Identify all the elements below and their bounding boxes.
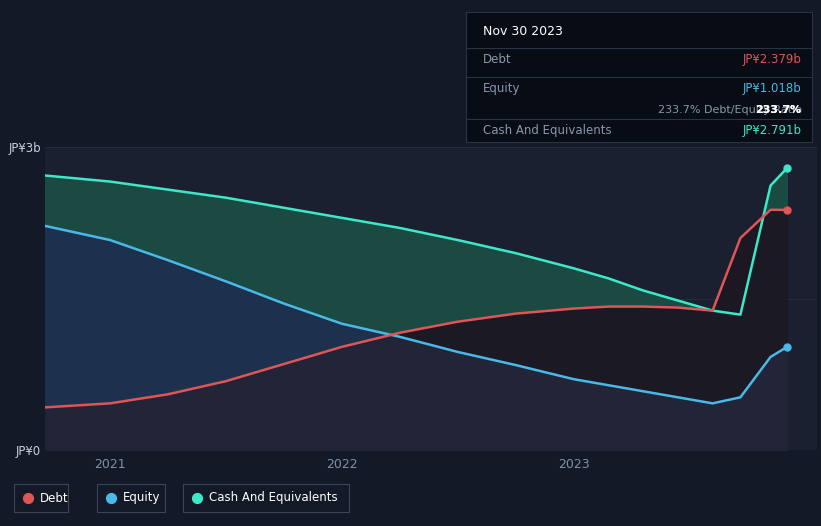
- Text: JP¥2.379b: JP¥2.379b: [743, 53, 801, 66]
- Text: JP¥2.791b: JP¥2.791b: [742, 124, 801, 137]
- Text: Equity: Equity: [123, 491, 160, 504]
- Text: Equity: Equity: [483, 82, 521, 95]
- Point: [104, 494, 117, 502]
- Text: 233.7%: 233.7%: [755, 106, 801, 116]
- Point: [780, 206, 793, 214]
- Text: Nov 30 2023: Nov 30 2023: [483, 25, 562, 38]
- Point: [21, 494, 34, 502]
- Text: Cash And Equivalents: Cash And Equivalents: [483, 124, 612, 137]
- Point: [190, 494, 204, 502]
- Text: Cash And Equivalents: Cash And Equivalents: [209, 491, 337, 504]
- Point: [780, 164, 793, 173]
- Text: 233.7%: 233.7%: [755, 106, 801, 116]
- Text: Debt: Debt: [40, 491, 69, 504]
- Text: JP¥1.018b: JP¥1.018b: [743, 82, 801, 95]
- Text: Debt: Debt: [483, 53, 511, 66]
- Point: [780, 343, 793, 351]
- Text: 233.7% Debt/Equity Ratio: 233.7% Debt/Equity Ratio: [658, 106, 801, 116]
